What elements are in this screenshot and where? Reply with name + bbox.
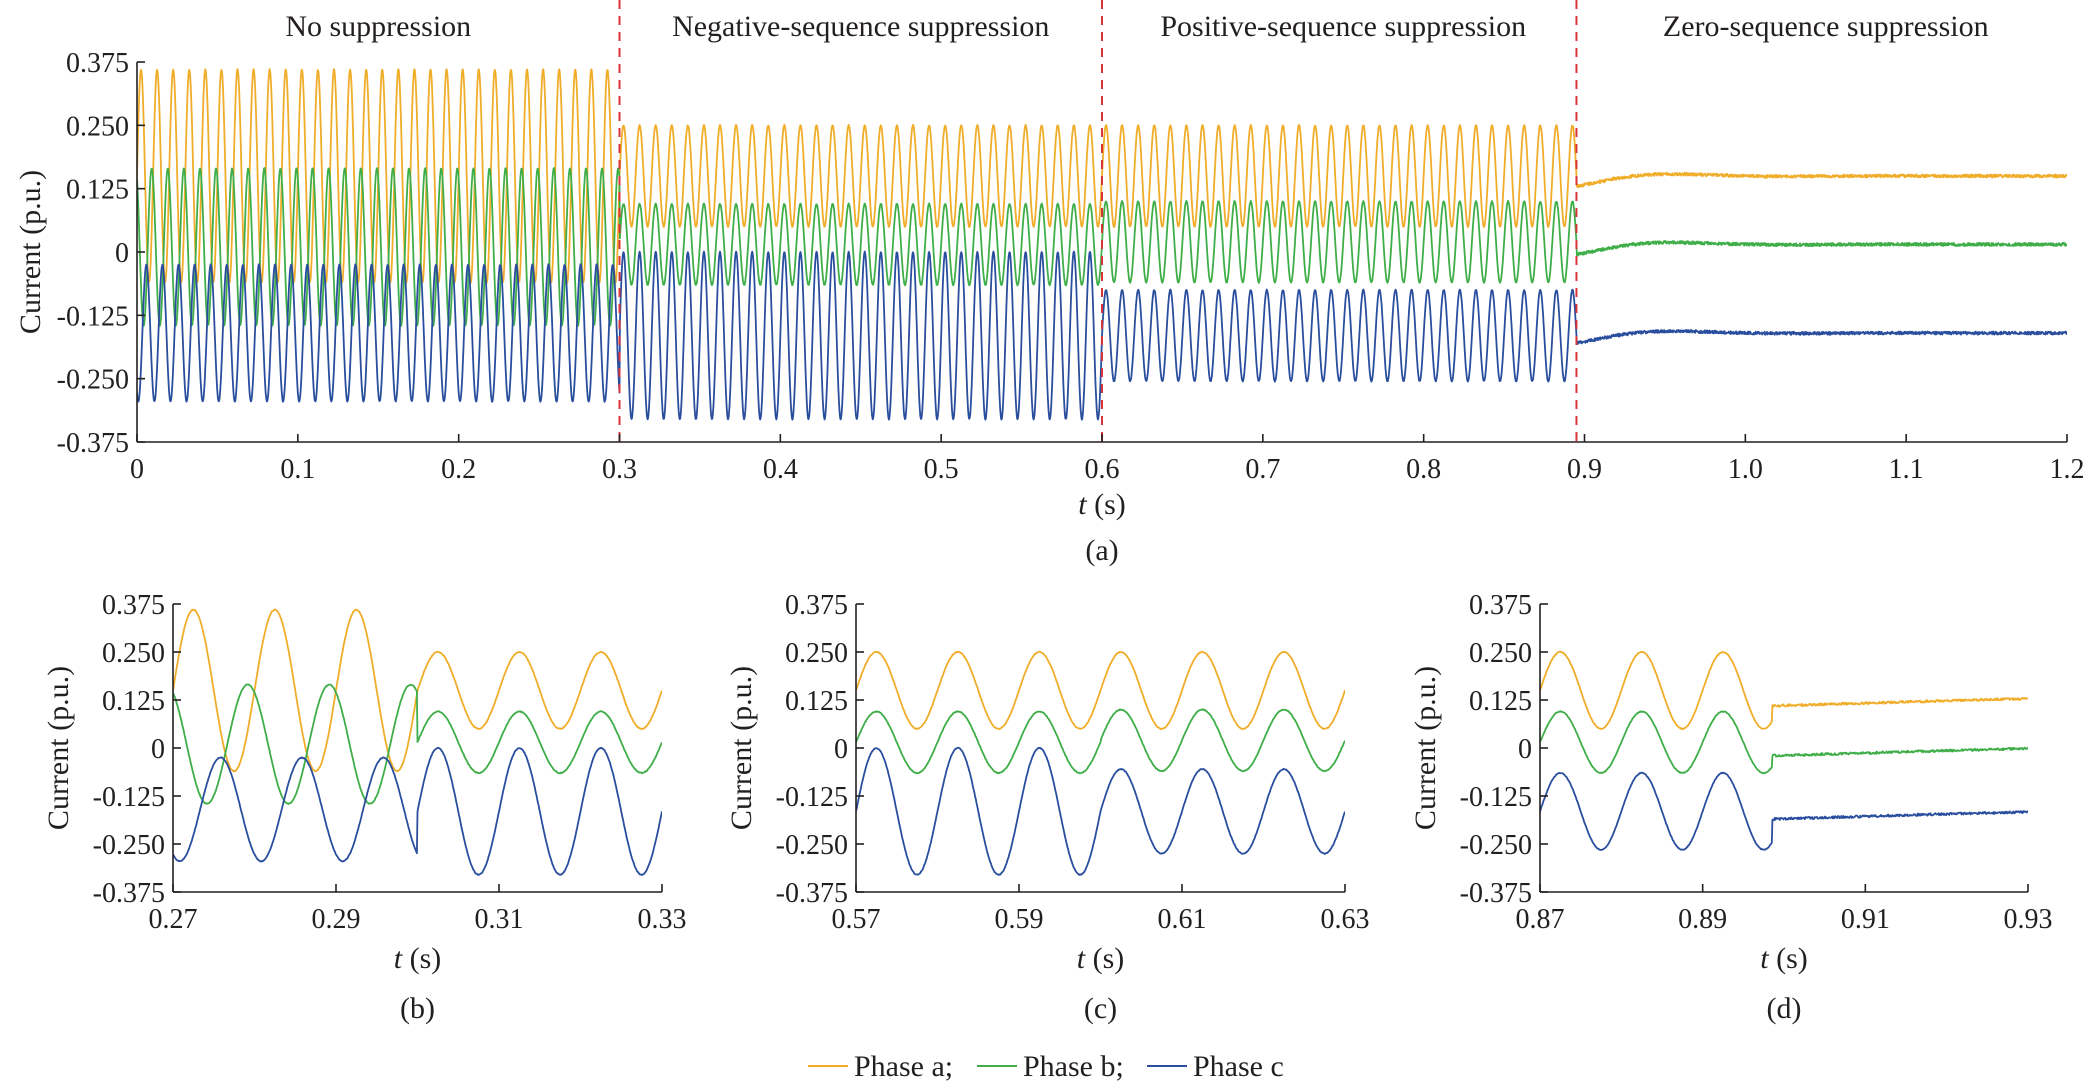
y-tick-label: -0.125	[1460, 782, 1532, 813]
y-tick-label: 0	[1518, 734, 1532, 765]
series-phase-c-b	[173, 746, 662, 876]
legend: Phase a; Phase b; Phase c	[808, 1050, 1284, 1083]
y-tick-label: 0	[151, 734, 165, 765]
y-tick-label: 0.375	[1469, 590, 1532, 621]
x-tick-label: 0.63	[1321, 904, 1370, 935]
x-tick-label: 0.93	[2004, 904, 2053, 935]
y-tick-label: 0.125	[102, 686, 165, 717]
legend-label: Phase a;	[854, 1050, 953, 1083]
series-phase-b-c	[856, 708, 1345, 775]
y-tick-label: 0.250	[66, 111, 129, 142]
x-tick-label: 0	[130, 454, 144, 485]
x-axis-label-unit: (s)	[1085, 942, 1124, 975]
x-axis-label: t (s)	[1078, 488, 1126, 521]
section-title: Negative-sequence suppression	[672, 10, 1049, 43]
x-tick-label: 1.2	[2050, 454, 2085, 485]
x-tick-label: 0.59	[995, 904, 1044, 935]
y-tick-label: 0.375	[102, 590, 165, 621]
chart-c: -0.375 -0.250 -0.125 0 0.125 0.250 0.375 0.57 0.…	[725, 590, 1370, 1025]
x-axis-label-var: t	[394, 942, 403, 975]
y-tick-label: 0.250	[102, 638, 165, 669]
y-tick-label: 0.125	[66, 175, 129, 206]
panel-caption: (a)	[1085, 534, 1118, 567]
y-tick-label: 0.125	[1469, 686, 1532, 717]
x-axis-label-unit: (s)	[402, 942, 441, 975]
section-title: No suppression	[285, 10, 471, 43]
y-tick-label: -0.375	[1460, 878, 1532, 909]
series-phase-c-c	[856, 746, 1345, 876]
x-tick-label: 0.8	[1406, 454, 1441, 485]
y-axis-label: Current (p.u.)	[42, 666, 75, 830]
x-tick-label: 0.27	[149, 904, 198, 935]
y-tick-label: -0.375	[776, 878, 848, 909]
y-tick-label: 0.250	[1469, 638, 1532, 669]
y-tick-label: 0	[115, 238, 129, 269]
panel-caption: (d)	[1767, 992, 1802, 1025]
x-tick-label: 0.61	[1158, 904, 1207, 935]
x-tick-label: 0.7	[1245, 454, 1280, 485]
traces-d	[1540, 650, 2028, 851]
chart-d: -0.375 -0.250 -0.125 0 0.125 0.250 0.375 0.87 0.…	[1409, 590, 2053, 1025]
x-tick-label: 0.31	[475, 904, 524, 935]
y-tick-label: -0.375	[93, 878, 165, 909]
x-tick-label: 0.89	[1678, 904, 1727, 935]
panel-caption: (c)	[1084, 992, 1117, 1025]
x-tick-label: 0.1	[280, 454, 315, 485]
x-tick-label: 0.9	[1567, 454, 1602, 485]
x-axis-label-unit: (s)	[1769, 942, 1808, 975]
x-tick-label: 0.4	[763, 454, 798, 485]
x-tick-label: 0.91	[1841, 904, 1890, 935]
y-tick-label: -0.250	[776, 830, 848, 861]
x-tick-label: 0.2	[441, 454, 476, 485]
x-axis-label-unit: (s)	[1087, 488, 1126, 521]
y-tick-label: 0	[834, 734, 848, 765]
x-tick-label: 1.0	[1728, 454, 1763, 485]
series-phase-c-d	[1540, 771, 2028, 851]
legend-label: Phase c	[1193, 1050, 1284, 1083]
series-phase-a-c	[856, 650, 1345, 731]
y-tick-label: -0.250	[57, 365, 129, 396]
x-tick-label: 0.87	[1516, 904, 1565, 935]
x-tick-label: 0.33	[638, 904, 687, 935]
series-phase-a-d	[1540, 650, 2028, 731]
x-axis-label-var: t	[1077, 942, 1086, 975]
legend-label: Phase b;	[1023, 1050, 1124, 1083]
traces-b	[173, 608, 662, 876]
x-tick-label: 0.5	[924, 454, 959, 485]
x-axis-label-var: t	[1760, 942, 1769, 975]
section-title: Zero-sequence suppression	[1663, 10, 1989, 43]
section-title: Positive-sequence suppression	[1160, 10, 1526, 43]
y-tick-label: 0.375	[66, 48, 129, 79]
series-phase-b-d	[1540, 710, 2028, 775]
x-tick-label: 1.1	[1889, 454, 1924, 485]
panel-caption: (b)	[400, 992, 435, 1025]
y-axis-label: Current (p.u.)	[1409, 666, 1442, 830]
y-tick-label: 0.375	[785, 590, 848, 621]
y-tick-label: -0.250	[1460, 830, 1532, 861]
y-tick-label: -0.375	[57, 428, 129, 459]
y-axis-label: Current (p.u.)	[725, 666, 758, 830]
y-tick-label: -0.125	[57, 301, 129, 332]
x-axis-label: t (s)	[1760, 942, 1808, 975]
x-axis-label: t (s)	[394, 942, 442, 975]
traces-c	[856, 650, 1345, 876]
x-tick-label: 0.6	[1085, 454, 1120, 485]
y-tick-label: 0.250	[785, 638, 848, 669]
y-tick-label: 0.125	[785, 686, 848, 717]
chart-b: -0.375 -0.250 -0.125 0 0.125 0.250 0.375 0.27 0.…	[42, 590, 687, 1025]
x-axis-label: t (s)	[1077, 942, 1125, 975]
y-tick-label: -0.125	[93, 782, 165, 813]
x-tick-label: 0.57	[832, 904, 881, 935]
series-phase-b-b	[173, 683, 662, 805]
x-tick-label: 0.3	[602, 454, 637, 485]
x-axis-label-var: t	[1078, 488, 1087, 521]
y-axis-label: Current (p.u.)	[14, 170, 47, 334]
chart-a: -0.375 -0.250 -0.125 0 0.125 0.250 0.375 0 0.1 0.…	[14, 0, 2085, 567]
y-tick-label: -0.250	[93, 830, 165, 861]
x-tick-label: 0.29	[312, 904, 361, 935]
y-tick-label: -0.125	[776, 782, 848, 813]
